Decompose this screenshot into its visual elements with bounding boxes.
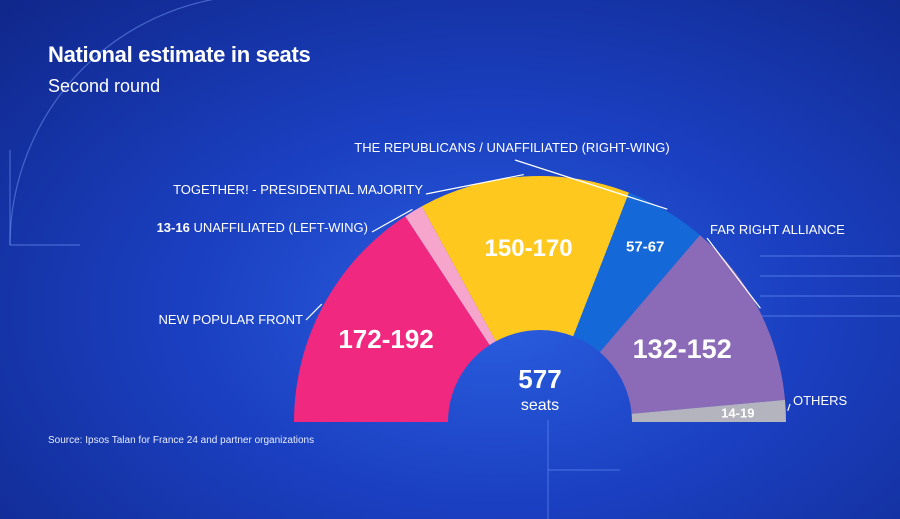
category-label-far-right-alliance: FAR RIGHT ALLIANCE — [710, 222, 845, 237]
category-label-others: OTHERS — [793, 393, 848, 408]
leader-line-others — [787, 403, 791, 412]
slice-unaffiliated-left-wing — [405, 206, 496, 346]
chart-title: National estimate in seats — [48, 42, 311, 67]
category-label-the-republicans-unaffiliated-right-wing: THE REPUBLICANS / UNAFFILIATED (RIGHT-WI… — [354, 140, 669, 155]
value-label-new-popular-front: 172-192 — [338, 324, 433, 354]
category-label-unaffiliated-left-wing: 13-16 UNAFFILIATED (LEFT-WING) — [157, 220, 368, 235]
leader-line-unaffiliated-left-wing — [371, 208, 413, 233]
slice-the-republicans-unaffiliated-right-wing — [573, 192, 700, 353]
leader-line-the-republicans-unaffiliated-right-wing — [514, 159, 668, 210]
value-label-the-republicans-unaffiliated-right-wing: 57-67 — [626, 238, 664, 255]
slice-together-presidential-majority — [421, 176, 630, 342]
value-label-far-right-alliance: 132-152 — [633, 334, 732, 364]
slice-others — [631, 399, 786, 422]
leader-line-far-right-alliance — [706, 237, 761, 309]
value-label-unaffiliated-left-wing: 13-16 — [157, 220, 194, 235]
leader-line-together-presidential-majority — [425, 173, 524, 195]
leader-line-new-popular-front — [305, 303, 323, 321]
category-label-together-presidential-majority: TOGETHER! - PRESIDENTIAL MAJORITY — [173, 182, 423, 197]
value-label-together-presidential-majority: 150-170 — [485, 235, 573, 262]
slice-new-popular-front — [294, 216, 490, 422]
total-seats-unit: seats — [521, 397, 559, 414]
total-seats-number: 577 — [518, 364, 561, 394]
value-label-others: 14-19 — [721, 406, 754, 421]
chart-subtitle: Second round — [48, 76, 161, 96]
source-note: Source: Ipsos Talan for France 24 and pa… — [48, 435, 315, 446]
category-label-new-popular-front: NEW POPULAR FRONT — [159, 312, 304, 327]
